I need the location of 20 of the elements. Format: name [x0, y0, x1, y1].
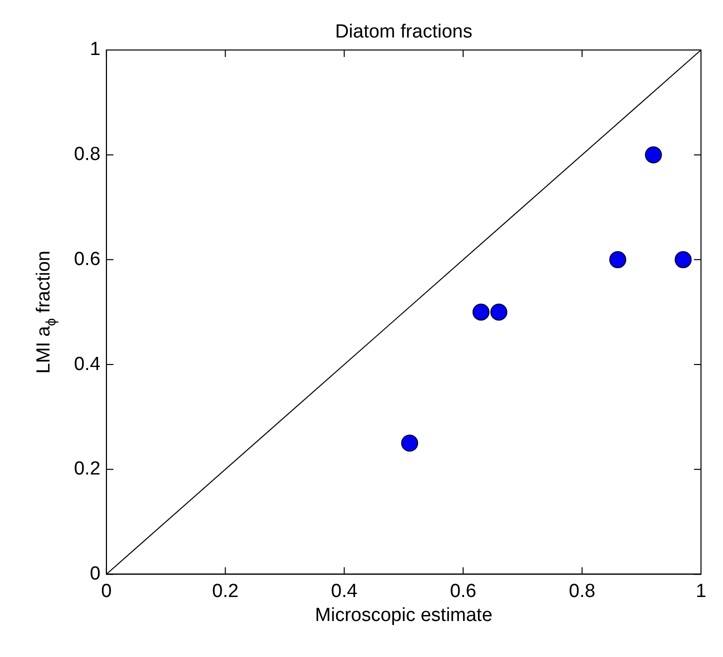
- point: [472, 304, 490, 321]
- x-axis-title: Microscopic estimate: [315, 604, 492, 626]
- point: [401, 434, 418, 452]
- y-tick-label: 0.2: [74, 458, 100, 480]
- x-tick-label: 0.8: [568, 580, 596, 602]
- x-tick-label: 0.2: [212, 580, 239, 602]
- y-axis-title: LMI aϕ fraction: [34, 250, 58, 374]
- x-tick-label: 0.6: [450, 580, 476, 602]
- y-tick-label: 1: [90, 39, 100, 60]
- chart-title: Diatom fractions: [335, 22, 472, 43]
- y-tick-label: 0.6: [74, 248, 100, 270]
- x-tick-label: 1: [696, 580, 706, 602]
- point: [644, 146, 662, 164]
- x-tick-label: 0.4: [331, 580, 358, 602]
- y-tick-label: 0.4: [74, 354, 101, 375]
- point: [674, 251, 692, 268]
- point: [609, 251, 626, 268]
- y-tick-label: 0.8: [74, 144, 100, 166]
- y-tick-label: 0: [90, 563, 100, 584]
- point: [490, 304, 508, 321]
